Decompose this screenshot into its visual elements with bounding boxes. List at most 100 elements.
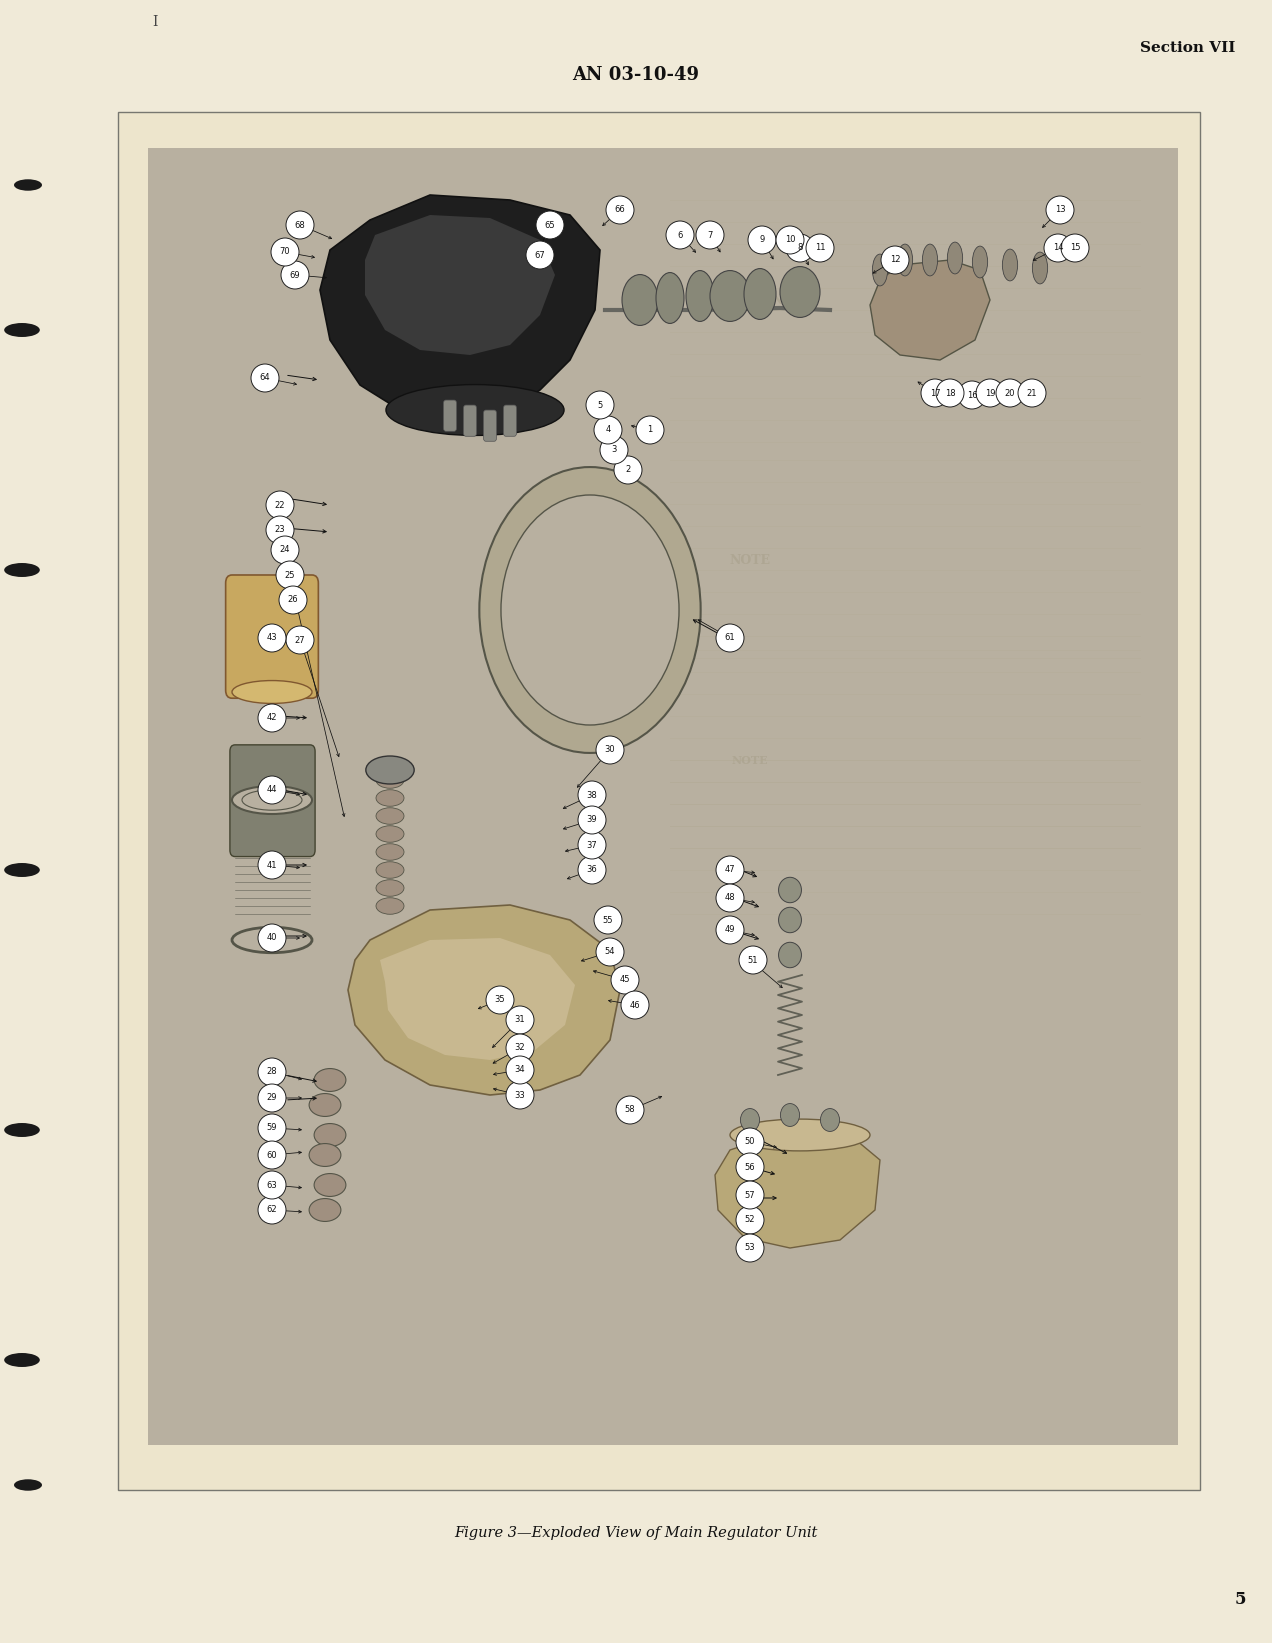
FancyBboxPatch shape <box>444 399 457 430</box>
Text: NOTE: NOTE <box>730 554 771 567</box>
Text: 16: 16 <box>967 391 977 399</box>
Ellipse shape <box>377 826 404 843</box>
Ellipse shape <box>385 384 563 435</box>
Ellipse shape <box>586 391 614 419</box>
Ellipse shape <box>258 1171 286 1199</box>
Text: 38: 38 <box>586 790 598 800</box>
Ellipse shape <box>258 1084 286 1112</box>
Ellipse shape <box>506 1056 534 1084</box>
Ellipse shape <box>786 233 814 261</box>
Text: 65: 65 <box>544 220 556 230</box>
Text: 59: 59 <box>267 1124 277 1132</box>
Ellipse shape <box>597 938 625 966</box>
Ellipse shape <box>266 491 294 519</box>
Text: 60: 60 <box>267 1150 277 1160</box>
Ellipse shape <box>377 772 404 789</box>
Text: 50: 50 <box>744 1137 756 1147</box>
Text: 69: 69 <box>290 271 300 279</box>
Ellipse shape <box>281 261 309 289</box>
Text: 19: 19 <box>985 388 995 398</box>
Ellipse shape <box>820 1109 840 1132</box>
Ellipse shape <box>276 560 304 588</box>
Text: 23: 23 <box>275 526 285 534</box>
Text: 1: 1 <box>647 426 653 434</box>
Ellipse shape <box>309 1094 341 1117</box>
Text: 8: 8 <box>798 243 803 253</box>
Ellipse shape <box>242 790 301 810</box>
Text: 49: 49 <box>725 925 735 935</box>
Text: 18: 18 <box>945 388 955 398</box>
Ellipse shape <box>616 1096 644 1124</box>
Ellipse shape <box>948 242 963 274</box>
Text: 61: 61 <box>725 634 735 642</box>
Circle shape <box>480 467 701 752</box>
Ellipse shape <box>778 943 801 968</box>
Bar <box>118 112 1199 1490</box>
Ellipse shape <box>577 856 605 884</box>
Text: 28: 28 <box>267 1068 277 1076</box>
Text: 47: 47 <box>725 866 735 874</box>
Text: 44: 44 <box>267 785 277 795</box>
FancyBboxPatch shape <box>483 411 496 442</box>
Text: 52: 52 <box>744 1216 756 1224</box>
Ellipse shape <box>258 1114 286 1142</box>
Ellipse shape <box>936 380 964 407</box>
Ellipse shape <box>4 1124 39 1137</box>
Ellipse shape <box>377 790 404 807</box>
Text: 30: 30 <box>604 746 616 754</box>
Ellipse shape <box>279 587 307 614</box>
Ellipse shape <box>594 416 622 444</box>
Ellipse shape <box>577 807 605 835</box>
Ellipse shape <box>286 210 314 238</box>
Ellipse shape <box>258 1196 286 1224</box>
Polygon shape <box>349 905 619 1094</box>
Ellipse shape <box>736 1206 764 1234</box>
Ellipse shape <box>636 416 664 444</box>
Text: 24: 24 <box>280 545 290 554</box>
Text: 29: 29 <box>267 1094 277 1102</box>
Ellipse shape <box>1033 251 1048 284</box>
FancyBboxPatch shape <box>504 406 516 437</box>
Ellipse shape <box>536 210 563 238</box>
Ellipse shape <box>506 1006 534 1033</box>
Ellipse shape <box>377 861 404 879</box>
Ellipse shape <box>921 380 949 407</box>
Ellipse shape <box>716 856 744 884</box>
Text: 62: 62 <box>267 1206 277 1214</box>
Ellipse shape <box>4 1352 39 1367</box>
Ellipse shape <box>780 266 820 317</box>
FancyBboxPatch shape <box>225 575 318 698</box>
Ellipse shape <box>594 905 622 933</box>
Ellipse shape <box>377 845 404 861</box>
Text: 42: 42 <box>267 713 277 723</box>
Text: 39: 39 <box>586 815 598 825</box>
Text: 4: 4 <box>605 426 611 434</box>
Ellipse shape <box>377 879 404 897</box>
Text: 20: 20 <box>1005 388 1015 398</box>
Text: 56: 56 <box>744 1163 756 1171</box>
Ellipse shape <box>14 1479 42 1490</box>
Ellipse shape <box>1044 233 1072 261</box>
Text: 10: 10 <box>785 235 795 245</box>
Ellipse shape <box>881 246 909 274</box>
Ellipse shape <box>258 923 286 951</box>
Text: 48: 48 <box>725 894 735 902</box>
Ellipse shape <box>748 227 776 255</box>
Ellipse shape <box>577 780 605 808</box>
Ellipse shape <box>377 808 404 825</box>
Text: Section VII: Section VII <box>1140 41 1235 54</box>
FancyBboxPatch shape <box>230 744 315 856</box>
Ellipse shape <box>972 246 987 278</box>
Text: 3: 3 <box>612 445 617 455</box>
Polygon shape <box>365 215 555 355</box>
Text: 51: 51 <box>748 956 758 964</box>
Text: 35: 35 <box>495 996 505 1004</box>
Text: I: I <box>153 15 158 30</box>
Ellipse shape <box>730 1119 870 1150</box>
Text: 15: 15 <box>1070 243 1080 253</box>
Polygon shape <box>715 1130 880 1249</box>
Ellipse shape <box>1002 250 1018 281</box>
Text: 64: 64 <box>259 373 271 383</box>
Ellipse shape <box>605 196 633 223</box>
Text: 26: 26 <box>287 595 299 605</box>
